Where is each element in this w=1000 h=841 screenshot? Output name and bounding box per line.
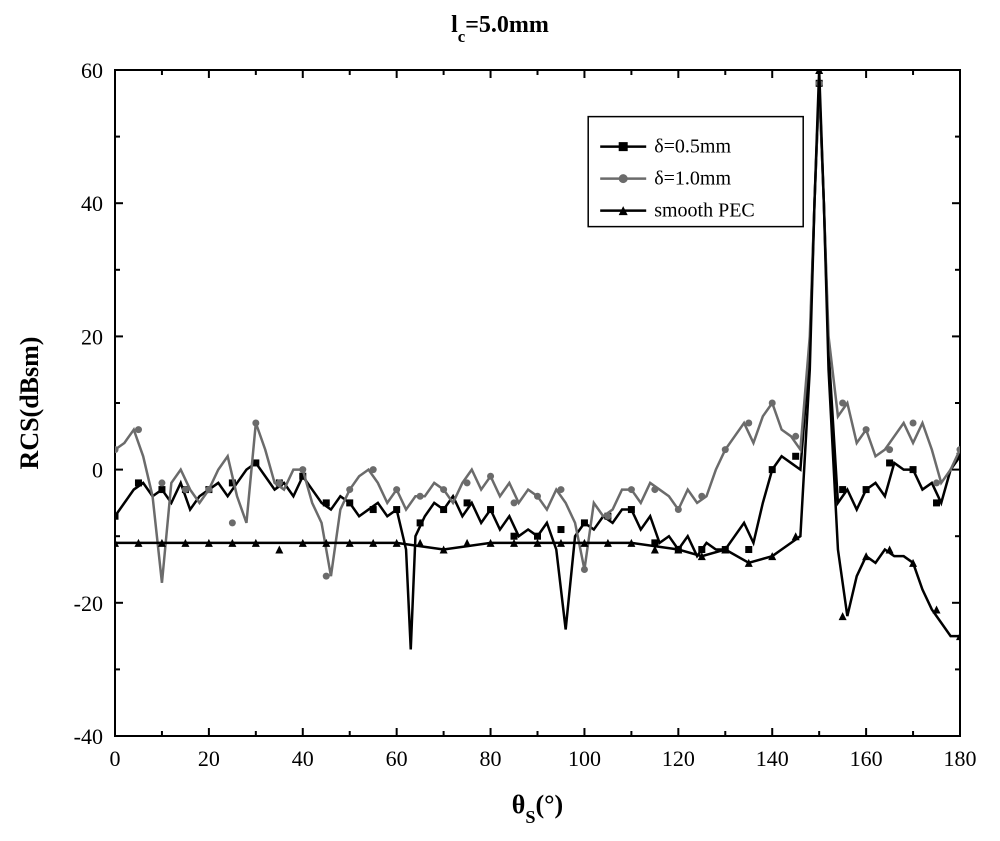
marker-circle xyxy=(675,506,682,513)
marker-square xyxy=(769,466,776,473)
y-tick-label: 0 xyxy=(92,458,103,483)
x-tick-label: 160 xyxy=(850,746,883,771)
x-tick-label: 20 xyxy=(198,746,220,771)
marker-square xyxy=(487,506,494,513)
chart-svg: 0 20 40 60 80 100 120 140 160 180 -40 -20 0 20 40 60 lc=… xyxy=(0,0,1000,841)
marker-circle xyxy=(229,519,236,526)
marker-circle xyxy=(910,419,917,426)
marker-square xyxy=(464,499,471,506)
x-tick-label: 100 xyxy=(568,746,601,771)
marker-square xyxy=(933,499,940,506)
marker-square xyxy=(792,453,799,460)
marker-square xyxy=(886,459,893,466)
marker-square xyxy=(370,506,377,513)
y-tick-label: -20 xyxy=(74,591,103,616)
y-tick-label: -40 xyxy=(74,724,103,749)
marker-circle xyxy=(487,473,494,480)
marker-triangle xyxy=(275,546,283,554)
marker-circle xyxy=(628,486,635,493)
marker-circle xyxy=(863,426,870,433)
chart-title: lc=5.0mm xyxy=(451,12,549,46)
marker-square xyxy=(745,546,752,553)
marker-circle xyxy=(722,446,729,453)
marker-square xyxy=(619,142,628,151)
plot-frame xyxy=(115,70,960,736)
marker-triangle xyxy=(416,539,424,547)
x-tick-label: 0 xyxy=(110,746,121,771)
marker-square xyxy=(135,479,142,486)
marker-circle xyxy=(619,174,628,183)
marker-circle xyxy=(135,426,142,433)
marker-square xyxy=(910,466,917,473)
marker-circle xyxy=(581,566,588,573)
marker-circle xyxy=(440,486,447,493)
marker-circle xyxy=(112,446,119,453)
marker-square xyxy=(112,513,119,520)
legend-label: smooth PEC xyxy=(654,200,755,222)
marker-circle xyxy=(769,400,776,407)
marker-circle xyxy=(370,466,377,473)
legend-label: δ=0.5mm xyxy=(654,136,731,158)
marker-circle xyxy=(839,400,846,407)
x-tick-label: 60 xyxy=(386,746,408,771)
marker-triangle xyxy=(839,612,847,620)
marker-circle xyxy=(252,419,259,426)
plot-area xyxy=(111,66,964,649)
marker-circle xyxy=(346,486,353,493)
series-line-1 xyxy=(115,83,960,583)
x-tick-label: 80 xyxy=(480,746,502,771)
marker-circle xyxy=(745,419,752,426)
marker-circle xyxy=(464,479,471,486)
marker-circle xyxy=(158,479,165,486)
marker-circle xyxy=(957,446,964,453)
marker-square xyxy=(417,519,424,526)
marker-circle xyxy=(792,433,799,440)
marker-circle xyxy=(417,493,424,500)
marker-triangle xyxy=(862,552,870,560)
y-tick-label: 40 xyxy=(81,191,103,216)
x-tick-label: 120 xyxy=(662,746,695,771)
marker-circle xyxy=(511,499,518,506)
marker-triangle xyxy=(463,539,471,547)
marker-circle xyxy=(886,446,893,453)
marker-square xyxy=(698,546,705,553)
marker-square xyxy=(393,506,400,513)
marker-circle xyxy=(323,573,330,580)
marker-square xyxy=(628,506,635,513)
marker-circle xyxy=(276,479,283,486)
marker-square xyxy=(863,486,870,493)
marker-square xyxy=(158,486,165,493)
marker-square xyxy=(323,499,330,506)
y-tick-label: 20 xyxy=(81,324,103,349)
marker-square xyxy=(511,533,518,540)
y-tick-label: 60 xyxy=(81,58,103,83)
chart-container: 0 20 40 60 80 100 120 140 160 180 -40 -20 0 20 40 60 lc=… xyxy=(0,0,1000,841)
marker-circle xyxy=(557,486,564,493)
marker-square xyxy=(346,499,353,506)
marker-square xyxy=(557,526,564,533)
x-tick-label: 140 xyxy=(756,746,789,771)
series-line-2 xyxy=(115,70,960,636)
x-tick-label: 180 xyxy=(944,746,977,771)
x-tick-label: 40 xyxy=(292,746,314,771)
marker-circle xyxy=(205,486,212,493)
marker-circle xyxy=(182,486,189,493)
marker-square xyxy=(581,519,588,526)
marker-circle xyxy=(393,486,400,493)
marker-circle xyxy=(534,493,541,500)
x-axis-label: θS(°) xyxy=(512,790,563,827)
marker-square xyxy=(440,506,447,513)
marker-square xyxy=(534,533,541,540)
marker-circle xyxy=(933,479,940,486)
marker-circle xyxy=(299,466,306,473)
marker-triangle xyxy=(933,605,941,613)
marker-circle xyxy=(604,513,611,520)
y-axis-label: RCS(dBsm) xyxy=(15,337,44,470)
marker-circle xyxy=(698,493,705,500)
legend-label: δ=1.0mm xyxy=(654,168,731,190)
legend: δ=0.5mm δ=1.0mm smooth PEC xyxy=(588,117,803,227)
marker-square xyxy=(839,486,846,493)
marker-circle xyxy=(651,486,658,493)
